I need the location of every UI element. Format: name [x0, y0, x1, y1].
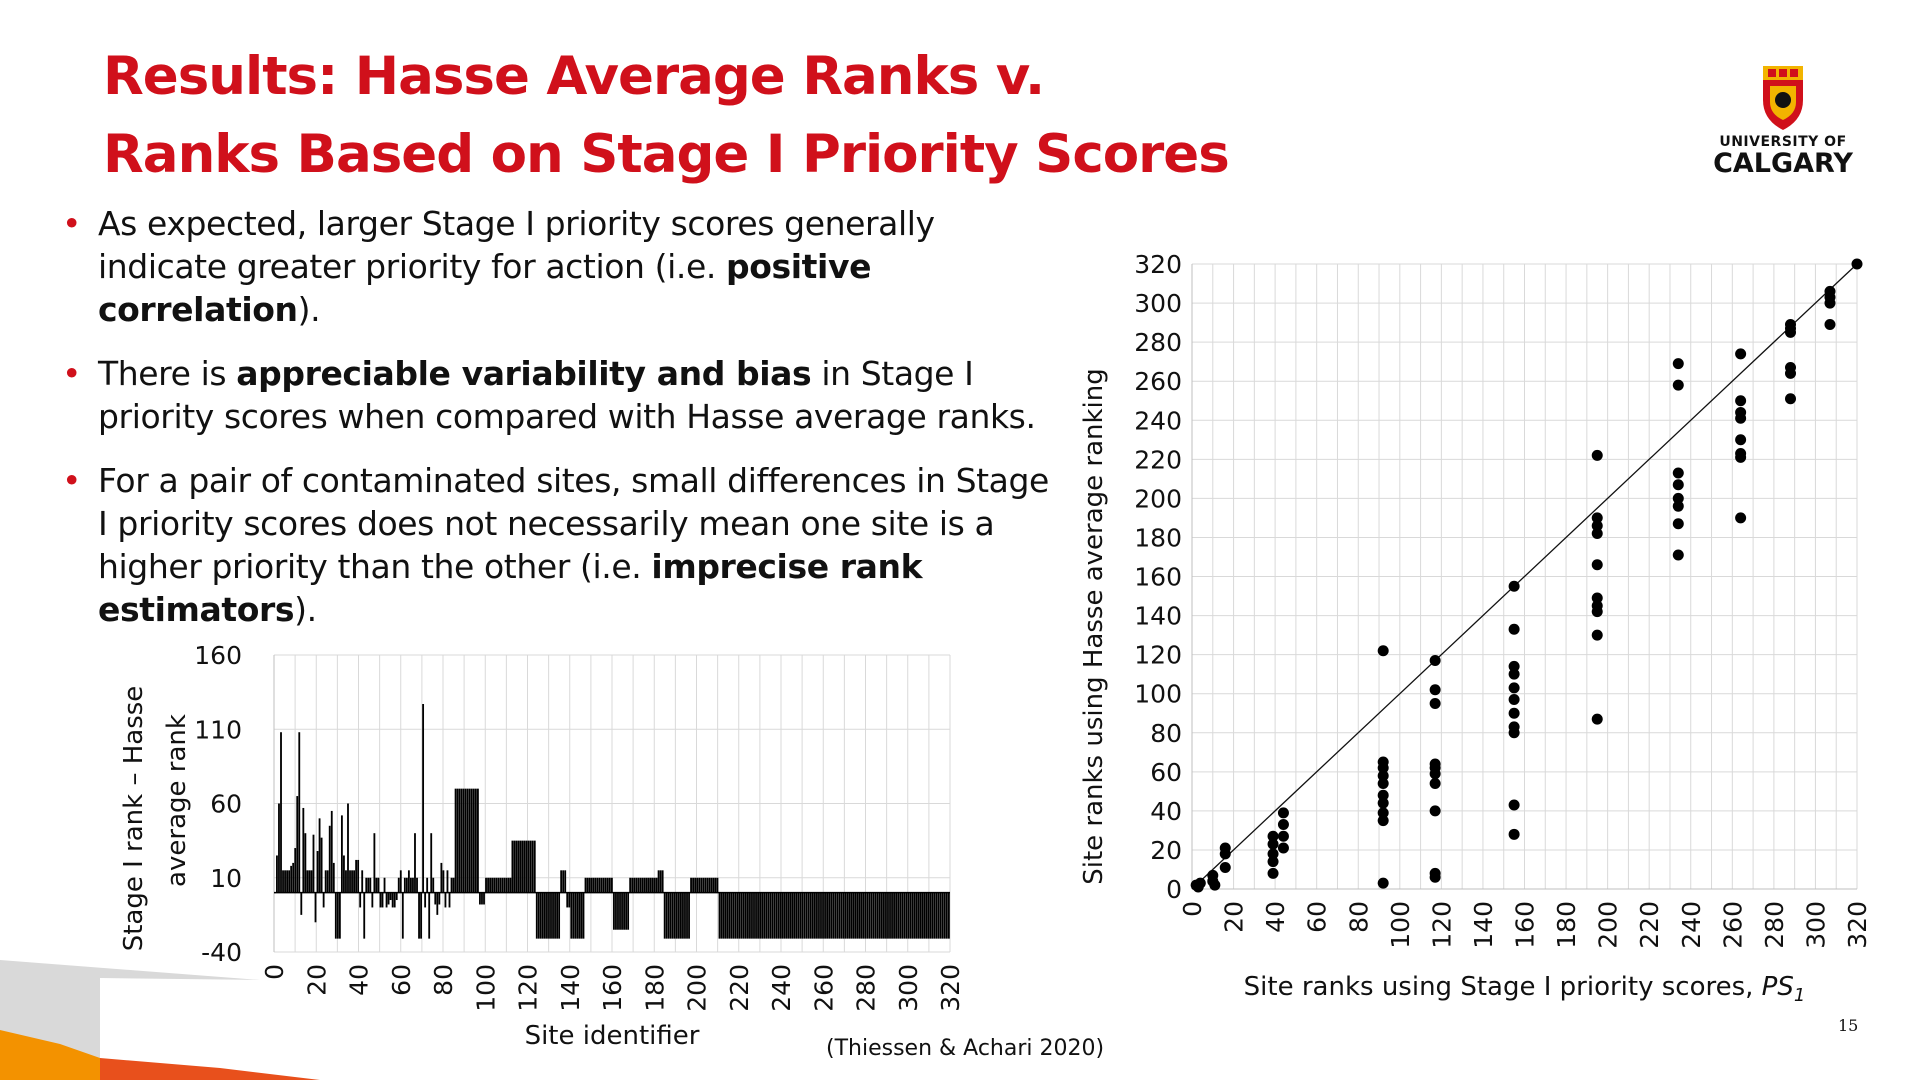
logo-text-calgary: CALGARY — [1713, 148, 1853, 179]
university-logo: UNIVERSITY OF CALGARY — [1708, 62, 1858, 182]
bullet-text: ). — [294, 590, 317, 629]
bullet-text: There is — [98, 354, 237, 393]
logo-text-university-of: UNIVERSITY OF — [1719, 134, 1847, 150]
bullet-dot: • — [62, 204, 82, 243]
footer-red-accent — [100, 1058, 320, 1080]
bullet-text: ). — [297, 290, 321, 329]
bullet-bold-text: imprecise rank estimators — [98, 547, 923, 629]
slide-title: Results: Hasse Average Ranks v. Ranks Ba… — [103, 38, 1230, 194]
bullet-bold-text: positive correlation — [98, 247, 872, 329]
bullet-dot: • — [62, 354, 82, 393]
citation: (Thiessen & Achari 2020) — [826, 1036, 1105, 1061]
bullet-text: in Stage I priority scores when compared… — [98, 354, 1036, 436]
shield-icon — [1763, 66, 1803, 130]
bullet-item: • As expected, larger Stage I priority sc… — [62, 202, 1052, 331]
bullet-bold-text: appreciable variability and bias — [236, 354, 812, 393]
footer-orange-accent — [0, 1030, 100, 1080]
bullet-text: As expected, larger Stage I priority sco… — [98, 204, 935, 286]
title-line-2: Ranks Based on Stage I Priority Scores — [103, 124, 1230, 185]
page-number: 15 — [1838, 1016, 1859, 1035]
title-line-1: Results: Hasse Average Ranks v. — [103, 46, 1045, 107]
bullet-dot: • — [62, 461, 82, 500]
bullet-item: • There is appreciable variability and bi… — [62, 352, 1052, 438]
bullet-text: For a pair of contaminated sites, small … — [98, 461, 1049, 586]
bullet-list: • As expected, larger Stage I priority sc… — [62, 202, 1052, 652]
footer-white-swoosh — [100, 978, 1920, 1080]
bullet-item: • For a pair of contaminated sites, small… — [62, 459, 1052, 631]
